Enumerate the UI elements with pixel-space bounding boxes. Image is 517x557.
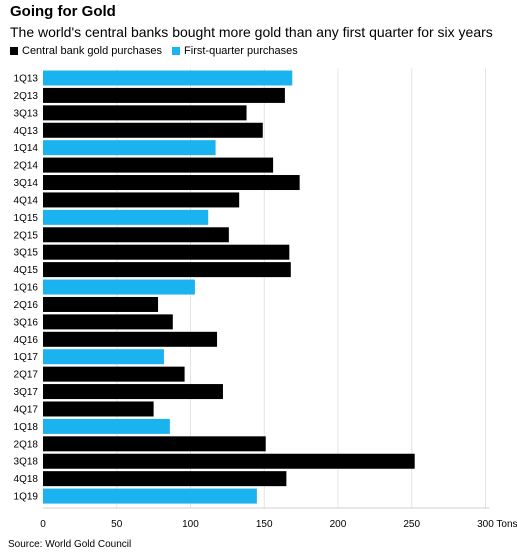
category-label-1Q19: 1Q19 — [14, 492, 39, 503]
bar-4Q17 — [43, 401, 154, 417]
category-label-2Q15: 2Q15 — [14, 230, 39, 241]
bar-3Q17 — [43, 384, 223, 400]
category-label-1Q16: 1Q16 — [14, 283, 39, 294]
bar-4Q14 — [43, 192, 240, 208]
bar-3Q16 — [43, 314, 173, 330]
bar-3Q15 — [43, 244, 290, 260]
x-tick-label-0: 0 — [40, 519, 46, 530]
legend: Central bank gold purchases First-quarte… — [10, 45, 308, 57]
category-label-1Q13: 1Q13 — [14, 74, 39, 85]
x-tick-label-100: 100 — [182, 519, 199, 530]
category-label-3Q14: 3Q14 — [14, 178, 39, 189]
category-label-3Q16: 3Q16 — [14, 317, 39, 328]
bar-2Q18 — [43, 436, 266, 452]
bar-1Q13 — [43, 70, 293, 86]
legend-item-central-bank: Central bank gold purchases — [10, 45, 162, 57]
category-label-4Q18: 4Q18 — [14, 474, 39, 485]
bar-4Q16 — [43, 331, 218, 347]
category-label-3Q17: 3Q17 — [14, 387, 39, 398]
category-label-4Q15: 4Q15 — [14, 265, 39, 276]
bar-1Q18 — [43, 418, 170, 434]
bar-2Q16 — [43, 296, 159, 312]
bar-2Q14 — [43, 157, 274, 173]
bar-3Q14 — [43, 175, 300, 191]
category-label-4Q17: 4Q17 — [14, 404, 39, 415]
x-tick-label-250: 250 — [403, 519, 420, 530]
category-label-1Q17: 1Q17 — [14, 352, 39, 363]
source-note: Source: World Gold Council — [8, 539, 132, 550]
category-label-4Q16: 4Q16 — [14, 335, 39, 346]
legend-item-first-quarter: First-quarter purchases — [172, 45, 298, 57]
x-tick-label-150: 150 — [256, 519, 273, 530]
bar-3Q18 — [43, 453, 415, 469]
category-label-1Q14: 1Q14 — [14, 143, 39, 154]
category-label-2Q16: 2Q16 — [14, 300, 39, 311]
bar-2Q13 — [43, 87, 285, 103]
category-label-2Q17: 2Q17 — [14, 370, 39, 381]
bar-1Q15 — [43, 209, 209, 225]
category-label-1Q18: 1Q18 — [14, 422, 39, 433]
category-label-4Q13: 4Q13 — [14, 126, 39, 137]
bar-1Q14 — [43, 140, 216, 156]
legend-label-first-quarter: First-quarter purchases — [184, 45, 298, 57]
bar-3Q13 — [43, 105, 247, 121]
legend-swatch-first-quarter — [172, 47, 181, 55]
bar-1Q19 — [43, 488, 257, 504]
category-label-2Q18: 2Q18 — [14, 439, 39, 450]
bar-2Q17 — [43, 366, 185, 382]
x-tick-label-300: 300 Tons — [477, 519, 517, 530]
chart-title: Going for Gold — [10, 3, 116, 20]
category-label-4Q14: 4Q14 — [14, 195, 39, 206]
x-tick-label-50: 50 — [111, 519, 123, 530]
x-tick-label-200: 200 — [330, 519, 347, 530]
legend-swatch-central-bank — [10, 47, 18, 55]
category-label-3Q15: 3Q15 — [14, 248, 39, 259]
bar-4Q15 — [43, 262, 291, 278]
bar-2Q15 — [43, 227, 229, 243]
category-label-2Q13: 2Q13 — [14, 91, 39, 102]
category-label-1Q15: 1Q15 — [14, 213, 39, 224]
legend-label-central-bank: Central bank gold purchases — [22, 45, 163, 57]
chart-subtitle: The world's central banks bought more go… — [10, 24, 493, 40]
category-label-2Q14: 2Q14 — [14, 161, 39, 172]
category-label-3Q13: 3Q13 — [14, 108, 39, 119]
category-label-3Q18: 3Q18 — [14, 457, 39, 468]
bar-1Q16 — [43, 279, 195, 295]
bar-1Q17 — [43, 349, 164, 365]
bar-4Q18 — [43, 471, 287, 487]
bar-4Q13 — [43, 122, 263, 138]
